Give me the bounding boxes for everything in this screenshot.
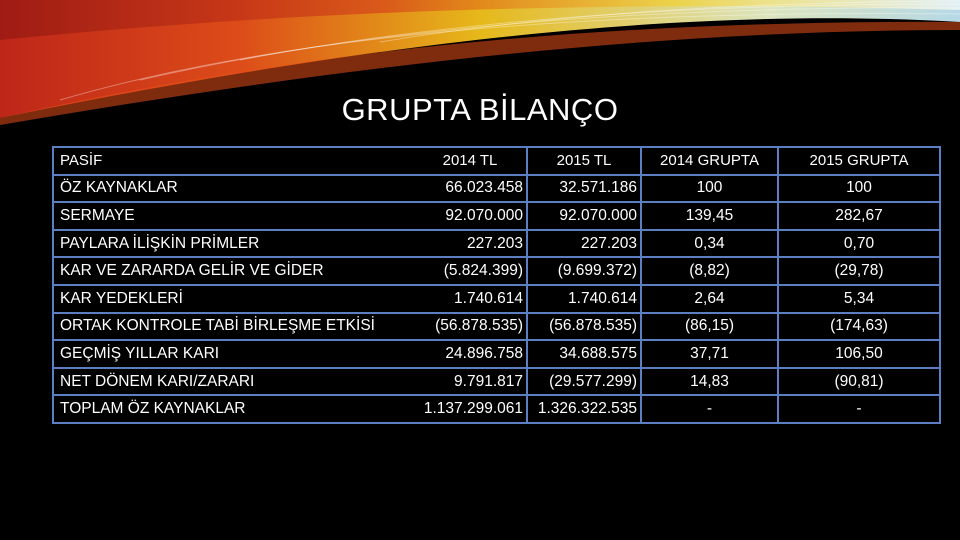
table-row: KAR VE ZARARDA GELİR VE GİDER (5.824.399… [52,256,941,286]
row-label: PAYLARA İLİŞKİN PRİMLER [52,228,413,259]
cell-2015-tl: 227.203 [526,228,642,259]
decorative-swoosh-banner [0,0,960,125]
swoosh-band-1 [0,0,960,118]
cell-2014-tl: 1.137.299.061 [412,394,528,424]
table-row: ORTAK KONTROLE TABİ BİRLEŞME ETKİSİ (56.… [52,311,941,342]
cell-2015-grupta: 5,34 [777,283,941,314]
table-row: SERMAYE 92.070.000 92.070.000 139,45 282… [52,201,941,231]
header-2015-tl: 2015 TL [526,146,642,176]
header-2014-tl: 2014 TL [412,146,528,176]
cell-2015-grupta: 100 [777,173,941,204]
table-row: NET DÖNEM KARI/ZARARI 9.791.817 (29.577.… [52,366,941,397]
cell-2014-grupta: 139,45 [640,201,779,231]
row-label: ÖZ KAYNAKLAR [52,173,413,204]
swoosh-band-2 [0,0,960,40]
header-2014-grupta: 2014 GRUPTA [640,146,779,176]
cell-2014-grupta: 100 [640,173,779,204]
header-pasif: PASİF [52,146,413,176]
cell-2014-tl: 24.896.758 [412,339,528,369]
table-row: TOPLAM ÖZ KAYNAKLAR 1.137.299.061 1.326.… [52,394,941,424]
cell-2014-grupta: 14,83 [640,366,779,397]
table-row: GEÇMİŞ YILLAR KARI 24.896.758 34.688.575… [52,339,941,369]
cell-2014-grupta: - [640,394,779,424]
cell-2015-grupta: (90,81) [777,366,941,397]
table-row: ÖZ KAYNAKLAR 66.023.458 32.571.186 100 1… [52,173,941,204]
cell-2014-tl: 1.740.614 [412,283,528,314]
cell-2015-tl: (9.699.372) [526,256,642,286]
table-row: KAR YEDEKLERİ 1.740.614 1.740.614 2,64 5… [52,283,941,314]
cell-2015-grupta: (29,78) [777,256,941,286]
cell-2014-tl: 9.791.817 [412,366,528,397]
cell-2014-grupta: 37,71 [640,339,779,369]
cell-2015-grupta: (174,63) [777,311,941,342]
row-label: GEÇMİŞ YILLAR KARI [52,339,413,369]
cell-2015-tl: 34.688.575 [526,339,642,369]
cell-2015-tl: (29.577.299) [526,366,642,397]
cell-2014-tl: (56.878.535) [412,311,528,342]
cell-2014-tl: 92.070.000 [412,201,528,231]
cell-2015-grupta: 0,70 [777,228,941,259]
balance-sheet-table: PASİF 2014 TL 2015 TL 2014 GRUPTA 2015 G… [52,146,941,424]
cell-2014-grupta: (86,15) [640,311,779,342]
cell-2015-tl: 92.070.000 [526,201,642,231]
cell-2015-grupta: 282,67 [777,201,941,231]
cell-2014-grupta: 0,34 [640,228,779,259]
row-label: TOPLAM ÖZ KAYNAKLAR [52,394,413,424]
cell-2015-tl: 1.740.614 [526,283,642,314]
cell-2014-tl: 66.023.458 [412,173,528,204]
swoosh-band-3 [0,21,960,125]
cell-2014-grupta: (8,82) [640,256,779,286]
row-label: SERMAYE [52,201,413,231]
row-label: KAR YEDEKLERİ [52,283,413,314]
cell-2014-tl: 227.203 [412,228,528,259]
table-row: PAYLARA İLİŞKİN PRİMLER 227.203 227.203 … [52,228,941,259]
cell-2014-grupta: 2,64 [640,283,779,314]
cell-2015-tl: 32.571.186 [526,173,642,204]
cell-2015-grupta: - [777,394,941,424]
page-title: GRUPTA BİLANÇO [341,92,619,127]
header-2015-grupta: 2015 GRUPTA [777,146,941,176]
cell-2014-tl: (5.824.399) [412,256,528,286]
cell-2015-grupta: 106,50 [777,339,941,369]
row-label: KAR VE ZARARDA GELİR VE GİDER [52,256,413,286]
cell-2015-tl: (56.878.535) [526,311,642,342]
table-header-row: PASİF 2014 TL 2015 TL 2014 GRUPTA 2015 G… [52,146,941,176]
row-label: NET DÖNEM KARI/ZARARI [52,366,413,397]
row-label: ORTAK KONTROLE TABİ BİRLEŞME ETKİSİ [52,311,413,342]
cell-2015-tl: 1.326.322.535 [526,394,642,424]
